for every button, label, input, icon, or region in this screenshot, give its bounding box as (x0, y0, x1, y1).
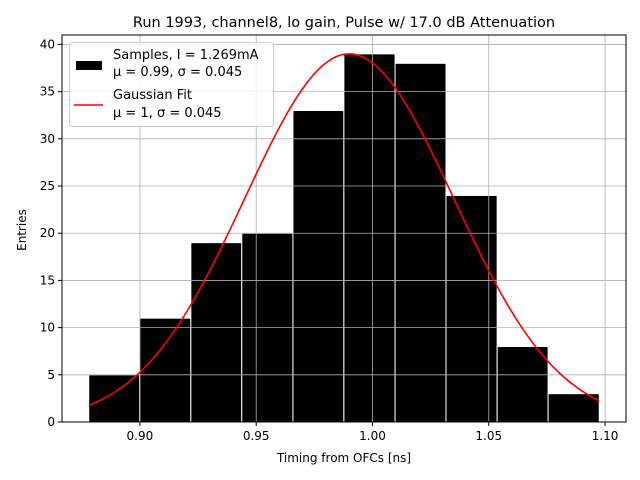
histogram-bar (547, 393, 600, 423)
x-tick-label: 0.95 (243, 429, 270, 443)
histogram-bar (190, 242, 243, 423)
histogram-bar (496, 345, 549, 423)
histogram-bar (292, 110, 345, 423)
y-tick-label: 5 (47, 368, 55, 382)
legend-fit-line2: μ = 1, σ = 0.045 (113, 106, 222, 121)
histogram-bar (394, 62, 447, 423)
y-tick-label: 20 (40, 226, 55, 240)
x-tick-label: 1.00 (359, 429, 386, 443)
chart-title: Run 1993, channel8, lo gain, Pulse w/ 17… (133, 15, 555, 31)
legend-samples-line1: Samples, I = 1.269mA (113, 48, 259, 63)
y-tick-label: 30 (40, 132, 55, 146)
y-tick-label: 25 (40, 179, 55, 193)
y-axis-label: Entries (15, 209, 29, 251)
x-tick-label: 1.05 (475, 429, 502, 443)
x-tick-label: 1.10 (592, 429, 619, 443)
legend-box (69, 42, 274, 127)
histogram-bar (139, 317, 192, 423)
x-axis-label: Timing from OFCs [ns] (276, 451, 411, 465)
y-tick-label: 15 (40, 273, 55, 287)
gaussian-fit-line (88, 53, 600, 407)
y-tick-label: 35 (40, 85, 55, 99)
y-tick-label: 10 (40, 321, 55, 335)
y-tick-label: 40 (40, 37, 55, 51)
histogram-bar (343, 53, 396, 423)
y-tick-label: 0 (47, 415, 55, 429)
histogram-bar (88, 374, 141, 423)
legend-bar-swatch (76, 61, 102, 70)
plot-frame (61, 34, 627, 423)
histogram-bar (445, 194, 498, 423)
legend: Samples, I = 1.269mA μ = 0.99, σ = 0.045… (69, 42, 274, 127)
legend-samples-line2: μ = 0.99, σ = 0.045 (113, 65, 242, 80)
x-tick-label: 0.90 (127, 429, 154, 443)
legend-fit-line1: Gaussian Fit (113, 88, 192, 103)
